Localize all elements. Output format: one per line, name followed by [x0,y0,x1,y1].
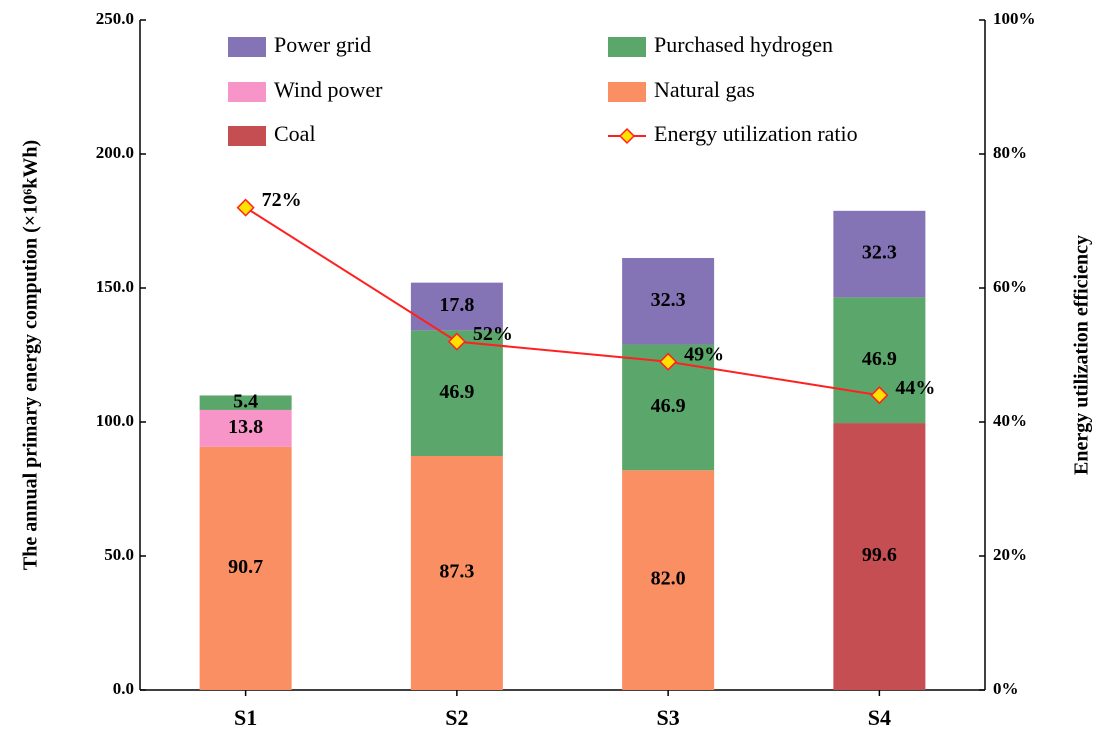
value-label: 49% [684,343,724,365]
line-marker [870,386,889,405]
y-tick-label: 150.0 [96,277,134,296]
y2-axis-title: Energy utilization efficiency [1071,235,1093,475]
value-label: 32.3 [862,242,897,264]
y-tick-label: 100.0 [96,411,134,430]
bar-segment [833,210,926,298]
y2-tick-label: 60% [993,277,1027,296]
x-tick-label: S1 [234,705,257,730]
value-label: 17.8 [439,294,474,316]
legend-swatch [228,37,266,57]
value-label: 13.8 [228,416,263,438]
value-label: 99.6 [862,544,897,566]
legend-label: Energy utilization ratio [654,121,858,146]
legend-swatch [228,126,266,146]
legend-label: Natural gas [654,77,755,102]
value-label: 87.3 [439,561,474,583]
y2-tick-label: 0% [993,679,1019,698]
value-label: 52% [473,323,513,345]
y2-tick-label: 40% [993,411,1027,430]
value-label: 32.3 [651,289,686,311]
y2-tick-label: 20% [993,545,1027,564]
legend-label: Wind power [274,77,383,102]
value-label: 46.9 [439,381,474,403]
value-label: 82.0 [651,568,686,590]
y-axis-title: The annual primary energy compution (×10… [20,140,42,570]
value-label: 46.9 [862,348,897,370]
legend-marker [618,127,636,145]
value-label: 72% [262,189,302,211]
y2-tick-label: 80% [993,143,1027,162]
y-tick-label: 250.0 [96,9,134,28]
bar-segment [410,456,503,690]
value-label: 46.9 [651,395,686,417]
value-label: 90.7 [228,556,263,578]
legend-swatch [228,82,266,102]
bar-segment [622,257,715,345]
line [245,206,880,397]
line-marker [447,332,466,351]
y-tick-label: 50.0 [104,545,134,564]
legend-label: Coal [274,121,316,146]
bar-segment [410,330,503,457]
x-tick-label: S4 [868,705,891,730]
bar-segment [199,395,292,410]
y2-tick-label: 100% [993,9,1036,28]
bar-segment [199,446,292,690]
line-marker [659,352,678,371]
value-label: 5.4 [233,390,258,412]
legend-swatch [608,82,646,102]
bar-segment [199,409,292,447]
y-tick-label: 0.0 [113,679,134,698]
line-marker [236,198,255,217]
legend-label: Purchased hydrogen [654,32,833,57]
legend-label: Power grid [274,32,371,57]
bar-segment [622,470,715,690]
y-tick-label: 200.0 [96,143,134,162]
legend-swatch [608,37,646,57]
bar-segment [833,423,926,690]
x-tick-label: S2 [445,705,468,730]
x-tick-label: S3 [657,705,680,730]
value-label: 44% [895,377,935,399]
